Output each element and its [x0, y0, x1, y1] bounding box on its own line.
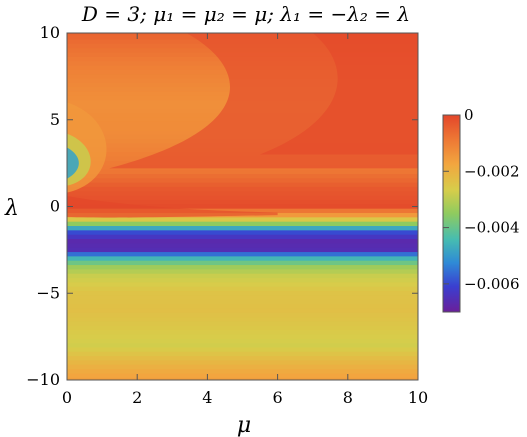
x-tick-label: 8 — [343, 388, 353, 407]
contour-band-58 — [67, 282, 418, 288]
colorbar-tick-label: −0.006 — [464, 275, 520, 293]
contour-band-33 — [67, 173, 418, 179]
plot-area — [67, 33, 418, 380]
contour-band-67 — [67, 321, 418, 327]
contour-band-73 — [67, 347, 418, 353]
cold-spot — [67, 147, 79, 179]
contour-band-40 — [67, 204, 418, 210]
contour-band-74 — [67, 351, 418, 357]
contour-band-76 — [67, 360, 418, 366]
contour-band-39 — [67, 199, 418, 205]
contour-band-32 — [67, 169, 418, 175]
y-tick-label: 10 — [40, 23, 60, 42]
contour-band-66 — [67, 317, 418, 323]
x-tick-label: 10 — [408, 388, 428, 407]
chart-title: D = 3; μ₁ = μ₂ = μ; λ₁ = −λ₂ = λ — [81, 2, 410, 26]
contour-band-41 — [67, 208, 418, 214]
x-axis-label: μ — [237, 413, 251, 437]
contour-band-62 — [67, 299, 418, 305]
contour-band-47 — [67, 234, 418, 240]
x-tick-label: 6 — [273, 388, 283, 407]
contour-band-61 — [67, 295, 418, 301]
contour-band-53 — [67, 260, 418, 266]
contour-band-71 — [67, 338, 418, 344]
y-tick-label: 5 — [50, 110, 60, 129]
y-axis-ticks: −10 −5 0 5 10 — [26, 23, 418, 389]
contour-band-36 — [67, 186, 418, 192]
contour-band-44 — [67, 221, 418, 227]
contour-band-49 — [67, 243, 418, 249]
colorbar-tick-label: −0.002 — [464, 162, 520, 180]
contour-band-48 — [67, 239, 418, 244]
contour-band-45 — [67, 226, 418, 231]
y-tick-label: −5 — [36, 283, 60, 302]
contour-band-59 — [67, 286, 418, 292]
contour-band-54 — [67, 265, 418, 270]
colorbar-ticks: 0 −0.002 −0.004 −0.006 — [443, 106, 520, 293]
contour-band-79 — [67, 373, 418, 379]
contour-band-72 — [67, 343, 418, 349]
y-tick-label: −10 — [26, 370, 60, 389]
y-axis-label: λ — [4, 196, 19, 221]
contour-band-57 — [67, 278, 418, 284]
colorbar-gradient — [442, 114, 461, 313]
contour-band-78 — [67, 369, 418, 375]
contour-band-50 — [67, 247, 418, 253]
contour-band-68 — [67, 325, 418, 331]
contour-band-75 — [67, 356, 418, 362]
contour-band-34 — [67, 178, 418, 184]
contour-band-35 — [67, 182, 418, 188]
contour-band-70 — [67, 334, 418, 340]
colorbar-tick-label: 0 — [464, 106, 474, 124]
contour-band-55 — [67, 269, 418, 275]
y-tick-label: 0 — [50, 197, 60, 216]
x-tick-label: 4 — [202, 388, 212, 407]
contour-band-65 — [67, 312, 418, 318]
contour-band-80 — [67, 377, 418, 380]
contour-band-69 — [67, 330, 418, 336]
colorbar-tick-label: −0.004 — [464, 219, 520, 237]
contour-band-43 — [67, 217, 418, 223]
contour-band-64 — [67, 308, 418, 314]
feature-overlays — [67, 33, 418, 218]
contour-band-52 — [67, 256, 418, 262]
contour-band-77 — [67, 364, 418, 370]
x-tick-label: 0 — [62, 388, 72, 407]
x-tick-label: 2 — [132, 388, 142, 407]
x-axis-ticks: 0 2 4 6 8 10 — [62, 33, 428, 407]
contour-band-63 — [67, 304, 418, 310]
contour-band-37 — [67, 191, 418, 197]
deep-warm-corner — [260, 33, 418, 155]
contour-band-46 — [67, 230, 418, 236]
contour-band-51 — [67, 252, 418, 257]
red-tongue — [67, 196, 278, 218]
contour-band-38 — [67, 195, 418, 201]
colorbar: 0 −0.002 −0.004 −0.006 — [442, 106, 520, 313]
contour-band-56 — [67, 273, 418, 279]
contour-band-60 — [67, 291, 418, 297]
